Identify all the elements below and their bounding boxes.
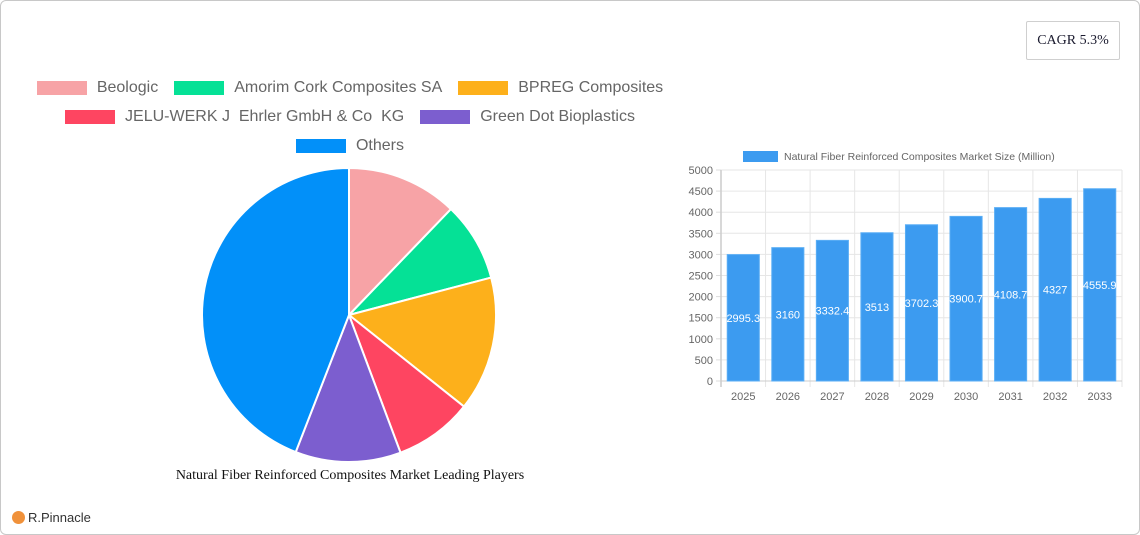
bar-value-label: 2995.3 (726, 313, 760, 325)
bar-value-label: 4555.9 (1083, 280, 1117, 292)
bar[interactable] (1038, 197, 1072, 382)
legend-label: Others (355, 136, 404, 154)
x-tick-label: 2031 (998, 391, 1022, 403)
y-tick-label: 4500 (689, 186, 713, 198)
legend-item-amorim[interactable]: Amorim Cork Composites SA (174, 79, 442, 97)
bar-value-label: 4327 (1043, 285, 1067, 297)
legend-swatch (65, 109, 116, 124)
y-tick-label: 3500 (689, 228, 713, 240)
cagr-label: CAGR 5.3% (1037, 32, 1109, 48)
bar-value-label: 4108.7 (994, 289, 1028, 301)
legend-label: BPREG Composites (518, 78, 664, 96)
bar-value-label: 3513 (865, 302, 889, 314)
legend-label: Beologic (96, 78, 159, 96)
pie-chart (201, 167, 497, 463)
brand-logo: R.Pinnacle (12, 510, 91, 525)
legend-item-bpreg[interactable]: BPREG Composites (458, 79, 663, 97)
y-tick-label: 1000 (689, 334, 713, 346)
cagr-badge: CAGR 5.3% (1026, 21, 1120, 60)
legend-swatch (36, 80, 87, 95)
svg-text:Natural Fiber Reinforced Compo: Natural Fiber Reinforced Composites Mark… (784, 151, 1055, 163)
legend-item-jelu-werk[interactable]: JELU-WERK J Ehrler GmbH & Co KG (65, 108, 404, 126)
legend-label: Green Dot Bioplastics (480, 107, 635, 125)
legend-item-others[interactable]: Others (295, 136, 404, 155)
bar[interactable] (771, 247, 805, 382)
y-tick-label: 0 (707, 376, 713, 388)
y-tick-label: 3000 (689, 249, 713, 261)
legend-swatch (420, 109, 471, 124)
bar[interactable] (994, 207, 1028, 382)
bar[interactable] (726, 254, 760, 382)
bar-value-label: 3160 (776, 309, 800, 321)
bar-chart: Natural Fiber Reinforced Composites Mark… (689, 151, 1123, 403)
legend-item-green-dot[interactable]: Green Dot Bioplastics (420, 108, 635, 126)
pie-slice[interactable] (201, 167, 350, 454)
x-tick-label: 2030 (954, 391, 978, 403)
pinnacle-logo-icon (12, 511, 25, 524)
bar-legend[interactable]: Natural Fiber Reinforced Composites Mark… (743, 151, 1055, 163)
bar[interactable] (1083, 188, 1117, 382)
legend-label: JELU-WERK J Ehrler GmbH & Co KG (125, 107, 405, 125)
legend-swatch (174, 80, 225, 95)
x-tick-label: 2032 (1043, 391, 1067, 403)
x-tick-label: 2025 (731, 391, 755, 403)
x-tick-label: 2033 (1087, 391, 1111, 403)
y-tick-label: 2000 (689, 292, 713, 304)
y-tick-label: 4000 (689, 207, 713, 219)
bar-value-label: 3702.3 (905, 298, 939, 310)
y-tick-label: 500 (695, 355, 713, 367)
bar-value-label: 3900.7 (949, 294, 983, 306)
bar[interactable] (949, 215, 983, 382)
legend-swatch (458, 80, 509, 95)
brand-name: R.Pinnacle (28, 510, 91, 525)
x-tick-label: 2027 (820, 391, 844, 403)
pie-slice[interactable] (294, 312, 402, 463)
pie-legend: Beologic Amorim Cork Composites SA BPREG… (1, 73, 699, 160)
x-tick-label: 2026 (776, 391, 800, 403)
pie-slice[interactable] (348, 167, 453, 318)
legend-item-beologic[interactable]: Beologic (36, 78, 159, 97)
y-tick-label: 5000 (689, 165, 713, 177)
pie-chart-title: Natural Fiber Reinforced Composites Mark… (175, 468, 525, 483)
y-tick-label: 1500 (689, 313, 713, 325)
x-tick-label: 2029 (909, 391, 933, 403)
y-tick-label: 2500 (689, 271, 713, 283)
bar[interactable] (815, 239, 849, 382)
legend-swatch (295, 138, 346, 153)
bar[interactable] (860, 232, 894, 382)
bar-value-label: 3332.4 (816, 306, 850, 318)
x-tick-label: 2028 (865, 391, 889, 403)
pie-slice[interactable] (346, 276, 497, 408)
bar[interactable] (904, 224, 939, 382)
legend-label: Amorim Cork Composites SA (234, 78, 443, 96)
